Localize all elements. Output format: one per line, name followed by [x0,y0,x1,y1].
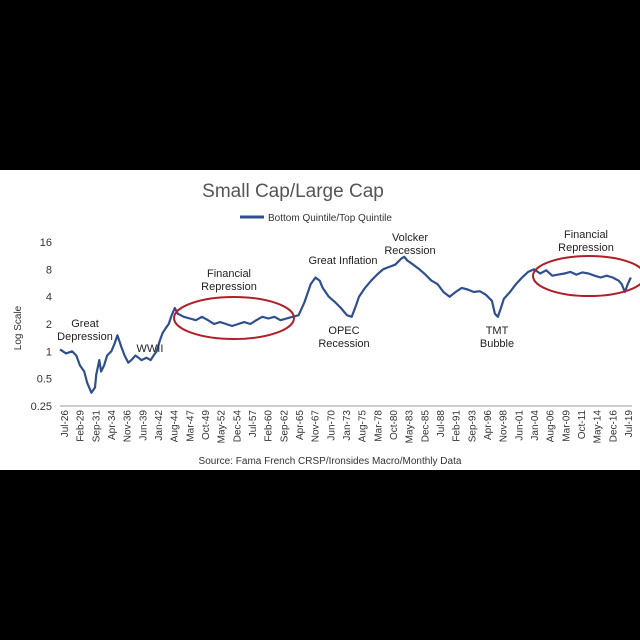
x-tick-label: Sep-31 [91,410,102,443]
x-tick-label: Dec-16 [608,410,619,443]
y-tick-label: 2 [46,319,52,331]
chart-title: Small Cap/Large Cap [202,181,384,202]
x-tick-label: Jul-19 [624,410,635,438]
x-tick-label: Dec-85 [420,410,431,443]
x-tick-label: Jun-39 [138,410,149,441]
x-tick-label: Nov-98 [499,410,510,443]
x-tick-label: Oct-80 [389,410,400,440]
annotation-label: Financial Repression [558,229,614,254]
y-tick-label: 16 [40,237,52,249]
annotation-label: OPEC Recession [318,325,369,350]
x-tick-label: Jul-26 [60,410,71,438]
annotation-label: Great Inflation [308,255,377,267]
x-tick-label: Jan-42 [154,410,165,441]
x-tick-labels: Jul-26 Feb-29 Sep-31 Apr-34 Nov-36 Jun-39 Jan-… [60,410,635,444]
series-line-bottom-top-quintile [59,255,632,394]
chart-panel: Small Cap/Large Cap Bottom Quintile/Top … [0,170,640,470]
annotations: Great Depression WWII Financial Repression Gr… [57,229,614,355]
x-tick-label: Mar-78 [373,410,384,442]
y-tick-label: 4 [46,292,52,304]
source-note: Source: Fama French CRSP/Ironsides Macro… [199,456,462,467]
y-tick-label: 8 [46,264,52,276]
x-tick-label: Oct-49 [201,410,212,440]
x-tick-label: Sep-93 [467,410,478,443]
annotation-label: TMT Bubble [480,325,514,350]
x-tick-label: Aug-75 [358,410,369,443]
x-tick-label: May-83 [405,410,416,444]
y-axis-label: Log Scale [13,305,24,350]
x-tick-label: Sep-62 [279,410,290,443]
x-tick-label: Mar-47 [185,410,196,442]
x-tick-label: Feb-29 [76,410,87,442]
x-tick-label: Jun-01 [514,410,525,441]
y-tick-label: 0.25 [31,401,52,413]
x-tick-label: Feb-91 [452,410,463,442]
y-tick-labels: 16 8 4 2 1 0.5 0.25 [31,237,52,413]
x-tick-label: Nov-36 [123,410,134,443]
financial-repression-circle-1 [173,296,295,340]
x-tick-label: Apr-34 [107,410,118,440]
legend-label: Bottom Quintile/Top Quintile [268,213,392,224]
annotation-label: Volcker Recession [384,232,435,257]
x-tick-label: Nov-67 [311,410,322,443]
x-tick-label: May-52 [217,410,228,444]
annotation-label: Financial Repression [201,268,257,293]
x-tick-label: May-14 [593,410,604,444]
x-tick-label: Oct-11 [577,410,588,440]
x-tick-label: Jan-04 [530,410,541,441]
x-tick-label: Aug-44 [170,410,181,443]
x-tick-label: Apr-65 [295,410,306,440]
annotation-label: Great Depression [57,318,113,343]
financial-repression-circle-2 [532,255,640,297]
x-tick-label: Jul-88 [436,410,447,438]
x-tick-label: Jun-70 [326,410,337,441]
x-tick-label: Aug-06 [546,410,557,443]
x-tick-label: Jul-57 [248,410,259,438]
y-tick-label: 1 [46,346,52,358]
x-tick-label: Feb-60 [264,410,275,442]
annotation-label: WWII [137,343,164,355]
chart: Small Cap/Large Cap Bottom Quintile/Top … [13,181,640,467]
y-tick-label: 0.5 [37,374,52,386]
x-tick-label: Mar-09 [561,410,572,442]
x-tick-label: Dec-54 [232,410,243,443]
x-tick-label: Jan-73 [342,410,353,441]
x-tick-label: Apr-96 [483,410,494,440]
